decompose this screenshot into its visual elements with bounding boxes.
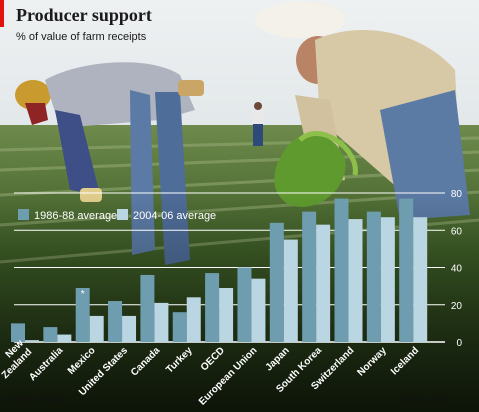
bar-2004-06-switzerland	[348, 219, 363, 342]
bar-1986-88-south-korea	[302, 211, 317, 342]
y-tick-label-80: 80	[451, 189, 463, 200]
farmer-distant	[252, 102, 264, 146]
legend-label-1986-88: 1986-88 average	[34, 210, 117, 222]
bar-2004-06-new-zealand	[25, 340, 39, 342]
accent-bar	[0, 0, 4, 27]
bar-1986-88-oecd	[205, 273, 220, 342]
bar-2004-06-norway	[380, 217, 395, 342]
farmer-right	[255, 2, 470, 220]
bar-2004-06-iceland	[413, 217, 428, 342]
y-tick-label-20: 20	[451, 301, 463, 312]
y-tick-label-60: 60	[451, 226, 463, 237]
bar-1986-88-united-states	[108, 301, 123, 342]
source-note: Source: OECD	[5, 394, 65, 404]
footnote: *1991-1993	[400, 394, 447, 404]
bar-2004-06-japan	[283, 239, 298, 342]
bar-2004-06-australia	[57, 334, 72, 342]
bar-1986-88-european-union	[237, 267, 252, 342]
bar-1986-88-australia	[43, 327, 58, 342]
bars: *	[11, 198, 428, 342]
chart-title: Producer support	[16, 5, 152, 25]
bar-1986-88-new-zealand	[11, 323, 25, 342]
bar-1986-88-mexico	[75, 287, 90, 342]
y-axis-ticks: 0 20 40 60 80	[451, 189, 463, 349]
legend-swatch-2004-06	[117, 209, 128, 220]
bar-1986-88-turkey	[172, 312, 187, 342]
bar-2004-06-united-states	[122, 315, 137, 342]
y-tick-label-0: 0	[456, 338, 462, 349]
bar-1986-88-canada	[140, 274, 155, 342]
annotation-asterisk: *	[81, 289, 85, 300]
bar-2004-06-european-union	[251, 278, 266, 342]
y-tick-label-40: 40	[451, 264, 463, 275]
chart-subtitle: % of value of farm receipts	[16, 31, 147, 43]
bar-2004-06-mexico	[89, 315, 104, 342]
header: Producer support % of value of farm rece…	[0, 0, 152, 43]
legend: 1986-88 average 2004-06 average	[18, 209, 216, 222]
bar-2004-06-turkey	[186, 297, 201, 342]
bar-2004-06-south-korea	[316, 224, 331, 342]
bar-1986-88-iceland	[399, 198, 414, 342]
legend-label-2004-06: 2004-06 average	[133, 210, 216, 222]
bar-1986-88-switzerland	[334, 198, 349, 342]
bar-1986-88-japan	[269, 222, 284, 342]
bar-1986-88-norway	[366, 211, 381, 342]
legend-swatch-1986-88	[18, 209, 29, 220]
bar-2004-06-canada	[154, 302, 169, 342]
bar-2004-06-oecd	[219, 287, 234, 342]
